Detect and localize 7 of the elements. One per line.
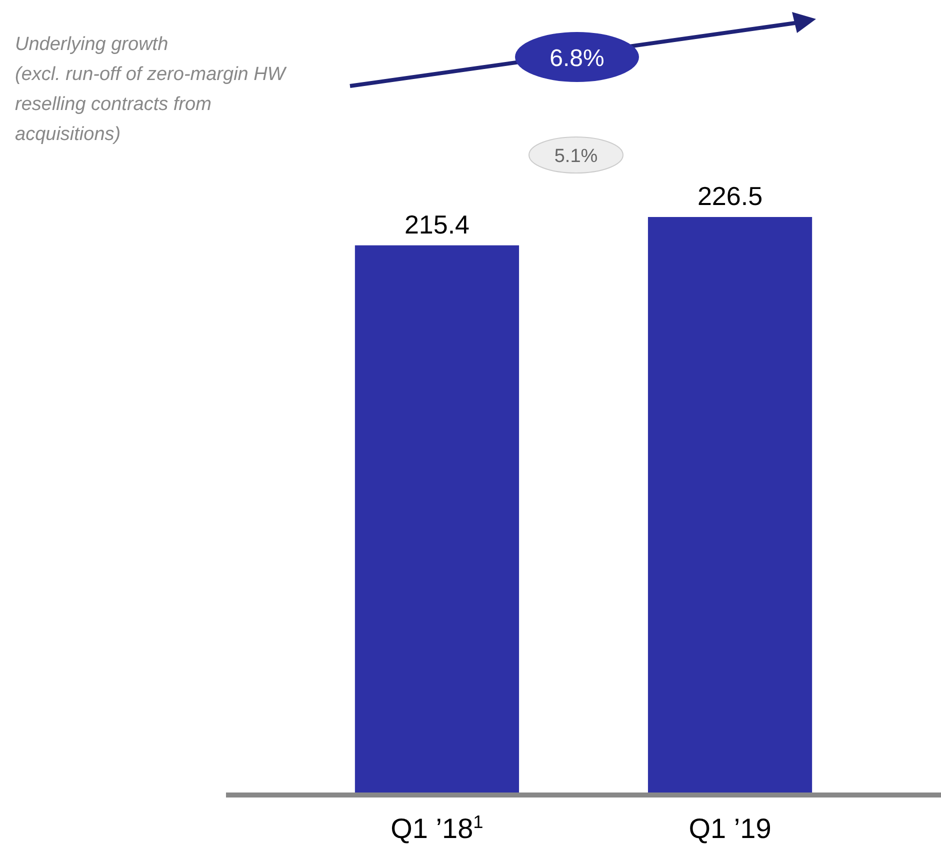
data-label: 215.4 xyxy=(404,209,470,240)
text: 6.8% xyxy=(550,45,604,72)
text: 5.1% xyxy=(554,146,598,167)
text: Underlying growth (excl. run-off of zero-margin HW reselling contracts from acquisitions) xyxy=(15,34,288,145)
data-label: 226.5 xyxy=(697,181,763,211)
x-tick-label: Q1 ’18$^{1}$ xyxy=(390,812,484,844)
x-tick-label: Q1 ’19 xyxy=(688,813,772,844)
